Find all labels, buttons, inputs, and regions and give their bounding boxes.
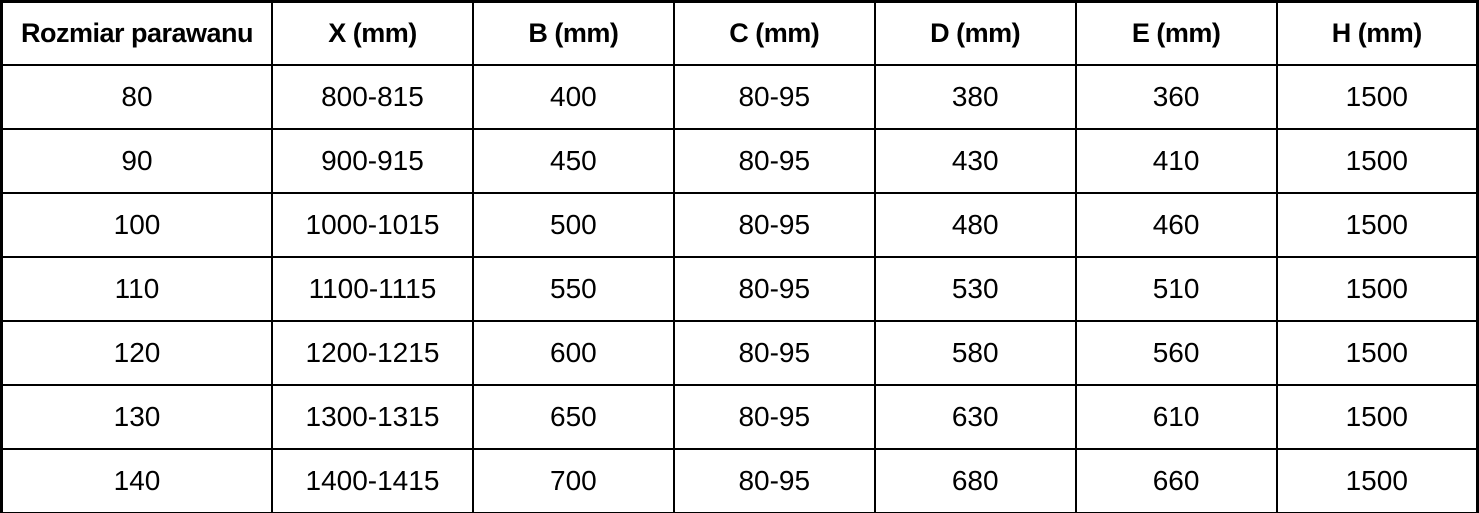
column-header: E (mm) bbox=[1074, 0, 1278, 66]
table-cell: 460 bbox=[1074, 192, 1278, 258]
table-cell: 80-95 bbox=[672, 256, 876, 322]
table-cell: 1100-1115 bbox=[271, 256, 474, 322]
table-header: Rozmiar parawanu X (mm) B (mm) C (mm) D (mm)… bbox=[0, 0, 1479, 66]
table-cell: 630 bbox=[873, 384, 1077, 450]
table-cell: 1500 bbox=[1275, 192, 1479, 258]
table-cell: 510 bbox=[1074, 256, 1278, 322]
table-cell: 80-95 bbox=[672, 448, 876, 513]
table-cell: 400 bbox=[471, 64, 675, 130]
table-row: 110 1100-1115 550 80-95 530 510 1500 bbox=[0, 256, 1479, 322]
table-cell: 80-95 bbox=[672, 128, 876, 194]
column-header: D (mm) bbox=[873, 0, 1077, 66]
table-cell: 90 bbox=[0, 128, 273, 194]
table-cell: 430 bbox=[873, 128, 1077, 194]
table-body: 80 800-815 400 80-95 380 360 1500 90 900-915 450 8… bbox=[0, 64, 1479, 513]
table-row: 100 1000-1015 500 80-95 480 460 1500 bbox=[0, 192, 1479, 258]
table-cell: 580 bbox=[873, 320, 1077, 386]
table-cell: 80-95 bbox=[672, 384, 876, 450]
table-cell: 1500 bbox=[1275, 384, 1479, 450]
table-cell: 1500 bbox=[1275, 64, 1479, 130]
table-cell: 1000-1015 bbox=[271, 192, 474, 258]
table-cell: 450 bbox=[471, 128, 675, 194]
table-cell: 1500 bbox=[1275, 448, 1479, 513]
table-cell: 800-815 bbox=[271, 64, 474, 130]
table-row: 120 1200-1215 600 80-95 580 560 1500 bbox=[0, 320, 1479, 386]
column-header: C (mm) bbox=[672, 0, 876, 66]
table-row: 80 800-815 400 80-95 380 360 1500 bbox=[0, 64, 1479, 130]
table-cell: 410 bbox=[1074, 128, 1278, 194]
table-cell: 530 bbox=[873, 256, 1077, 322]
table-cell: 1500 bbox=[1275, 128, 1479, 194]
table-cell: 80 bbox=[0, 64, 273, 130]
table-cell: 1400-1415 bbox=[271, 448, 474, 513]
table-cell: 1300-1315 bbox=[271, 384, 474, 450]
table-cell: 80-95 bbox=[672, 192, 876, 258]
table-cell: 1500 bbox=[1275, 320, 1479, 386]
table-cell: 360 bbox=[1074, 64, 1278, 130]
table-cell: 700 bbox=[471, 448, 675, 513]
table-cell: 600 bbox=[471, 320, 675, 386]
table-cell: 480 bbox=[873, 192, 1077, 258]
table-cell: 80-95 bbox=[672, 320, 876, 386]
header-row: Rozmiar parawanu X (mm) B (mm) C (mm) D (mm)… bbox=[0, 0, 1479, 66]
table-row: 90 900-915 450 80-95 430 410 1500 bbox=[0, 128, 1479, 194]
table-cell: 660 bbox=[1074, 448, 1278, 513]
table-cell: 130 bbox=[0, 384, 273, 450]
table-cell: 550 bbox=[471, 256, 675, 322]
table-cell: 110 bbox=[0, 256, 273, 322]
column-header: H (mm) bbox=[1275, 0, 1479, 66]
table-cell: 560 bbox=[1074, 320, 1278, 386]
column-header: B (mm) bbox=[471, 0, 675, 66]
table-cell: 1500 bbox=[1275, 256, 1479, 322]
table-cell: 1200-1215 bbox=[271, 320, 474, 386]
table-cell: 500 bbox=[471, 192, 675, 258]
table-cell: 610 bbox=[1074, 384, 1278, 450]
column-header: Rozmiar parawanu bbox=[0, 0, 273, 66]
table-cell: 80-95 bbox=[672, 64, 876, 130]
table-cell: 140 bbox=[0, 448, 273, 513]
column-header: X (mm) bbox=[271, 0, 474, 66]
table-cell: 100 bbox=[0, 192, 273, 258]
table-row: 140 1400-1415 700 80-95 680 660 1500 bbox=[0, 448, 1479, 513]
table-cell: 680 bbox=[873, 448, 1077, 513]
table-cell: 120 bbox=[0, 320, 273, 386]
table-cell: 650 bbox=[471, 384, 675, 450]
table-cell: 900-915 bbox=[271, 128, 474, 194]
table-row: 130 1300-1315 650 80-95 630 610 1500 bbox=[0, 384, 1479, 450]
table-cell: 380 bbox=[873, 64, 1077, 130]
